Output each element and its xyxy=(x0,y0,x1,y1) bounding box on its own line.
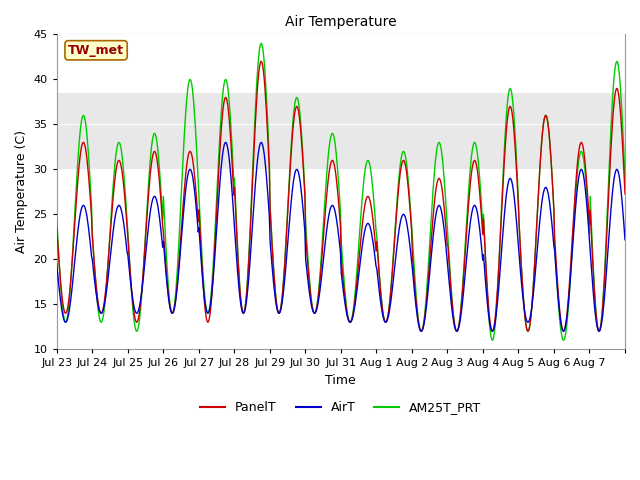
Bar xyxy=(57,93,625,169)
Title: Air Temperature: Air Temperature xyxy=(285,15,397,29)
Legend: PanelT, AirT, AM25T_PRT: PanelT, AirT, AM25T_PRT xyxy=(195,396,486,420)
X-axis label: Time: Time xyxy=(326,374,356,387)
Text: TW_met: TW_met xyxy=(68,44,124,57)
Y-axis label: Air Temperature (C): Air Temperature (C) xyxy=(15,130,28,253)
